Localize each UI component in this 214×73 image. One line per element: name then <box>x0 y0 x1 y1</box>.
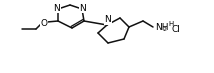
Text: O: O <box>40 18 48 28</box>
Text: H: H <box>168 22 173 28</box>
Text: 2: 2 <box>162 27 166 32</box>
Text: N: N <box>54 4 60 13</box>
Text: Cl: Cl <box>172 25 181 34</box>
Text: N: N <box>80 4 86 13</box>
Text: NH: NH <box>155 22 168 32</box>
Text: N: N <box>105 15 111 25</box>
